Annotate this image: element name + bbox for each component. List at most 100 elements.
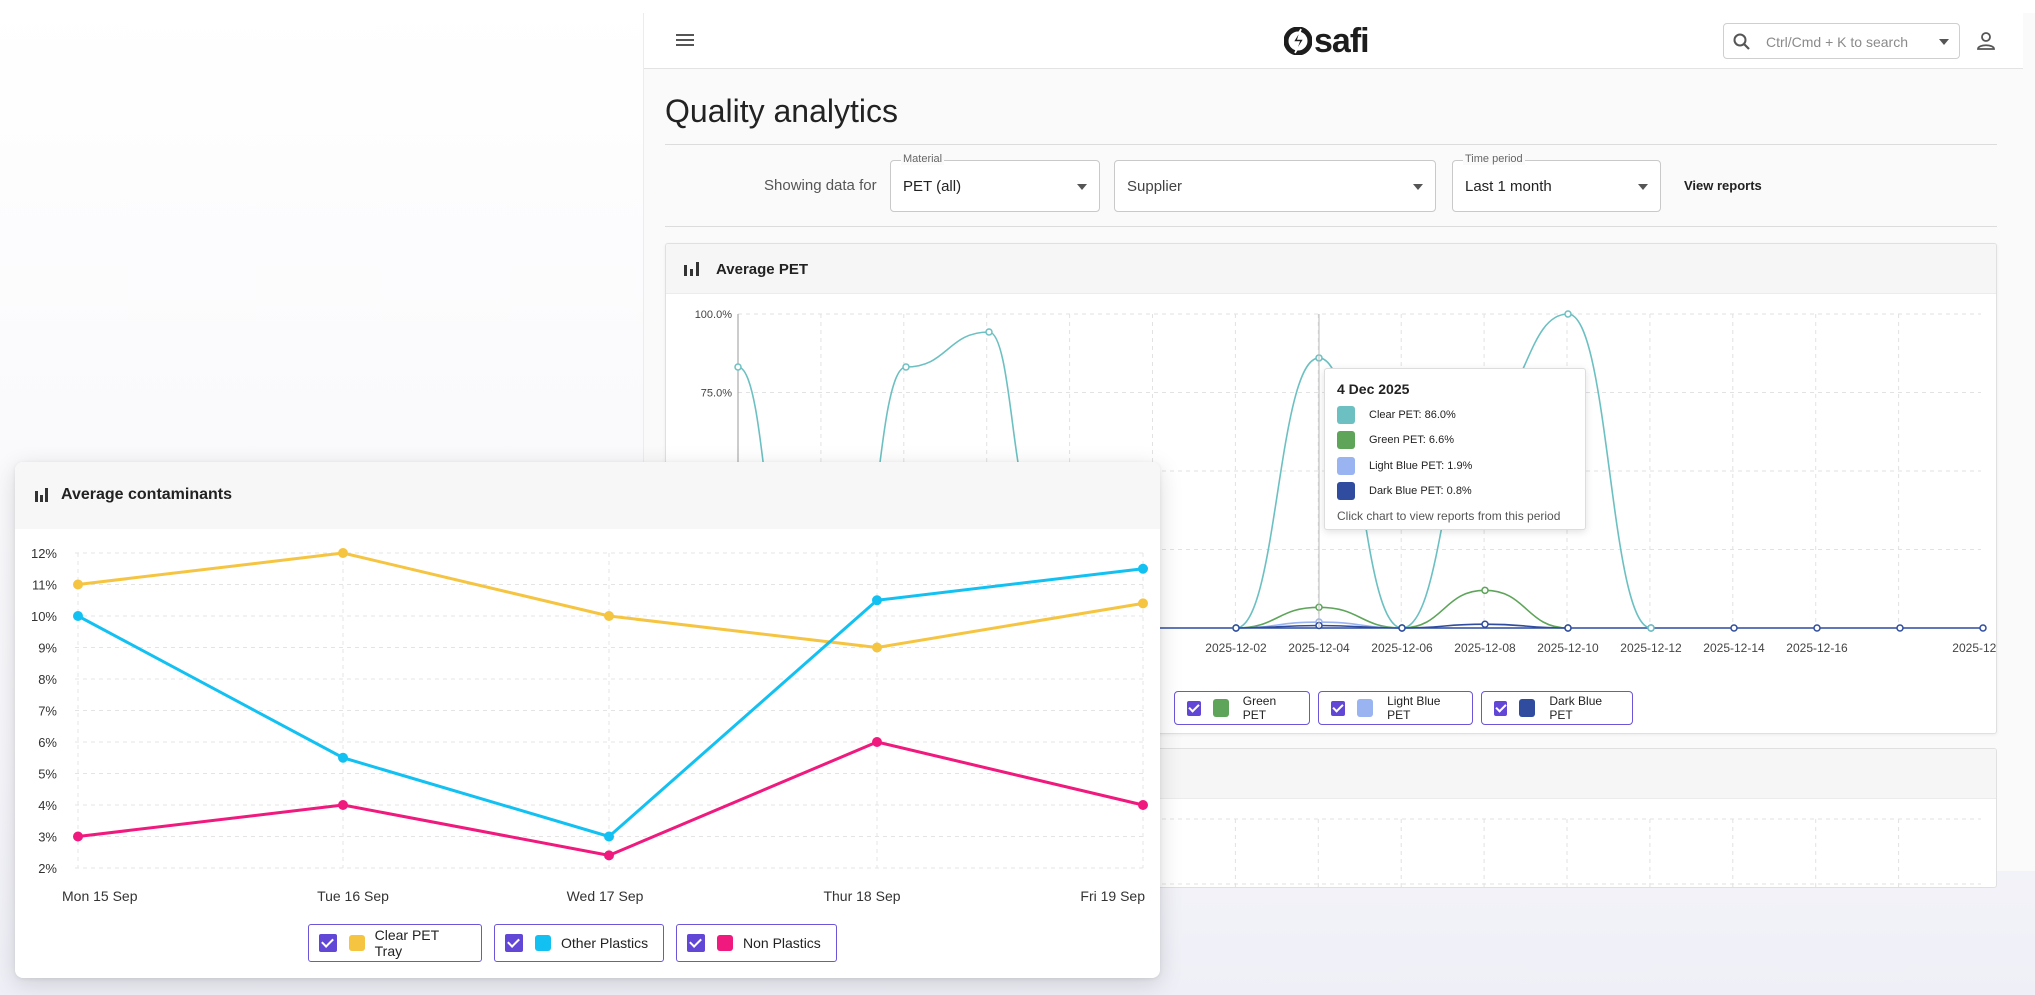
showing-label: Showing data for bbox=[764, 177, 877, 194]
tooltip-text: Light Blue PET: 1.9% bbox=[1369, 460, 1473, 472]
series-line-green-pet bbox=[1235, 589, 1569, 629]
average-contaminants-chart[interactable]: 12% 11% 10% 9% 8% 7% 6% 5% 4% 3% 2% Mon 15 Sep Tue 1… bbox=[15, 529, 1160, 919]
supplier-placeholder: Supplier bbox=[1127, 178, 1183, 195]
average-contaminants-card: Average contaminants 12% 11% 10% 9% 8% 7% 6% 5%… bbox=[15, 462, 1160, 978]
card-title: Average contaminants bbox=[61, 486, 233, 503]
time-period-select[interactable]: Time period Last 1 month bbox=[1452, 153, 1661, 212]
data-point bbox=[1232, 624, 1240, 632]
legend-label: Light Blue PET bbox=[1387, 694, 1441, 722]
legend-chip-other-plastics[interactable]: Other Plastics bbox=[494, 924, 664, 962]
data-point bbox=[1813, 624, 1821, 632]
user-account-icon[interactable] bbox=[1974, 29, 1998, 53]
y-tick-label: 3% bbox=[38, 830, 57, 845]
y-tick-label: 5% bbox=[38, 767, 57, 782]
data-point bbox=[872, 642, 882, 653]
chevron-down-icon bbox=[1413, 184, 1423, 190]
data-point bbox=[1481, 620, 1489, 628]
card-header: Average contaminants bbox=[15, 462, 1160, 529]
y-tick-label: 12% bbox=[31, 546, 57, 561]
checkbox-checked-icon bbox=[687, 934, 705, 952]
legend-label: Non Plastics bbox=[743, 935, 821, 951]
bar-chart-icon bbox=[684, 262, 699, 276]
legend-chip-non-plastics[interactable]: Non Plastics bbox=[676, 924, 837, 962]
tooltip-swatch bbox=[1337, 482, 1355, 500]
tooltip-text: Green PET: 6.6% bbox=[1369, 434, 1454, 446]
series-line-clear-pet bbox=[1235, 313, 1652, 629]
data-point bbox=[1896, 624, 1904, 632]
menu-icon[interactable] bbox=[674, 31, 696, 51]
x-tick-label: Tue 16 Sep bbox=[317, 888, 389, 904]
series-line-other-plastics bbox=[77, 567, 1144, 838]
data-point bbox=[604, 850, 614, 861]
data-point bbox=[872, 595, 882, 606]
y-tick-label: 11% bbox=[32, 578, 57, 593]
checkbox-checked-icon bbox=[1187, 700, 1201, 716]
legend-chip-light-blue-pet[interactable]: Light Blue PET bbox=[1318, 691, 1473, 725]
tooltip-swatch bbox=[1337, 457, 1355, 475]
data-point bbox=[734, 363, 742, 371]
data-point bbox=[1138, 598, 1148, 609]
legend-swatch bbox=[1356, 699, 1374, 717]
y-tick-label: 75.0% bbox=[701, 388, 732, 400]
x-tick-label: 2025-12-20 bbox=[1952, 641, 1997, 655]
data-point bbox=[604, 611, 614, 621]
y-tick-label: 7% bbox=[38, 704, 57, 719]
series-line-clear-pet-tray bbox=[77, 551, 1144, 649]
data-point bbox=[73, 831, 83, 842]
data-point bbox=[1979, 624, 1987, 632]
tooltip-row: Dark Blue PET: 0.8% bbox=[1337, 482, 1472, 500]
card-title: Average PET bbox=[716, 261, 808, 278]
legend-chip-green-pet[interactable]: Green PET bbox=[1174, 691, 1310, 725]
legend-swatch bbox=[1212, 699, 1229, 717]
tooltip-text: Dark Blue PET: 0.8% bbox=[1369, 485, 1472, 497]
data-point bbox=[1398, 624, 1406, 632]
data-point bbox=[1564, 310, 1572, 318]
y-tick-label: 8% bbox=[38, 672, 57, 687]
y-tick-label: 2% bbox=[38, 861, 57, 876]
data-point bbox=[338, 548, 348, 558]
data-point bbox=[1564, 624, 1572, 632]
x-tick-label: Mon 15 Sep bbox=[62, 888, 138, 904]
y-tick-label: 6% bbox=[38, 735, 57, 750]
search-icon bbox=[1733, 33, 1750, 50]
tooltip-row: Green PET: 6.6% bbox=[1337, 431, 1454, 449]
tooltip-swatch bbox=[1337, 431, 1355, 449]
x-tick-label: 2025-12-16 bbox=[1786, 641, 1848, 655]
legend-label: Green PET bbox=[1242, 694, 1277, 722]
legend-label: Dark Blue PET bbox=[1549, 694, 1603, 722]
data-point bbox=[338, 752, 348, 763]
x-tick-label: 2025-12-12 bbox=[1620, 641, 1682, 655]
bar-chart-icon bbox=[35, 488, 48, 502]
view-reports-button[interactable]: View reports bbox=[1684, 178, 1762, 193]
safi-logo-icon bbox=[1284, 27, 1312, 55]
brand-logo[interactable]: safi bbox=[1284, 21, 1370, 60]
legend-label: Other Plastics bbox=[561, 935, 649, 951]
tooltip-text: Clear PET: 86.0% bbox=[1369, 409, 1456, 421]
x-tick-label: 2025-12-10 bbox=[1537, 641, 1599, 655]
material-label: Material bbox=[901, 153, 945, 165]
y-tick-label: 10% bbox=[31, 609, 57, 624]
data-point bbox=[1730, 624, 1738, 632]
brand-name: safi bbox=[1314, 21, 1370, 60]
data-point bbox=[73, 611, 83, 621]
tooltip-title: 4 Dec 2025 bbox=[1337, 381, 1410, 397]
divider bbox=[665, 226, 1997, 227]
data-point bbox=[902, 363, 910, 371]
supplier-select[interactable]: Supplier bbox=[1114, 160, 1436, 212]
top-bar: safi Ctrl/Cmd + K to search bbox=[644, 13, 2023, 69]
x-tick-label: 2025-12-14 bbox=[1703, 641, 1765, 655]
divider bbox=[665, 144, 1997, 145]
x-tick-label: 2025-12-08 bbox=[1454, 641, 1516, 655]
time-period-label: Time period bbox=[1463, 153, 1525, 165]
checkbox-checked-icon bbox=[1331, 700, 1345, 716]
checkbox-checked-icon bbox=[319, 934, 337, 952]
x-tick-label: Fri 19 Sep bbox=[1080, 888, 1145, 904]
legend-chip-clear-pet-tray[interactable]: Clear PET Tray bbox=[308, 924, 482, 962]
chart-tooltip: 4 Dec 2025 Clear PET: 86.0% Green PET: 6… bbox=[1324, 368, 1586, 530]
legend-chip-dark-blue-pet[interactable]: Dark Blue PET bbox=[1481, 691, 1633, 725]
search-input[interactable]: Ctrl/Cmd + K to search bbox=[1723, 23, 1960, 59]
data-point bbox=[73, 579, 83, 590]
tooltip-footer: Click chart to view reports from this pe… bbox=[1337, 509, 1561, 523]
search-dropdown-caret-icon[interactable] bbox=[1939, 39, 1949, 45]
material-select[interactable]: Material PET (all) bbox=[890, 153, 1100, 212]
